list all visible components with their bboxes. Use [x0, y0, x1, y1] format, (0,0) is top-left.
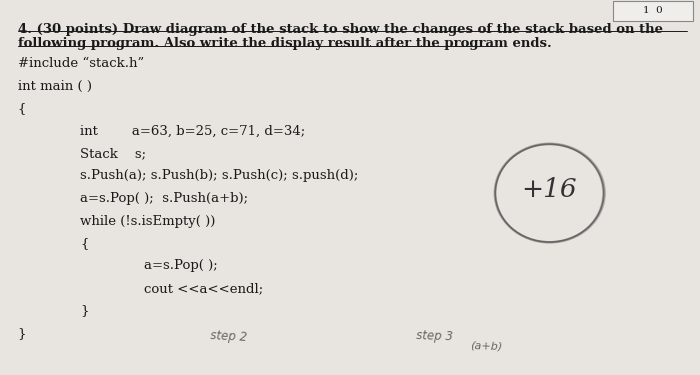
Text: {: {: [80, 237, 89, 250]
Text: +16: +16: [522, 177, 578, 202]
Text: int        a=63, b=25, c=71, d=34;: int a=63, b=25, c=71, d=34;: [80, 124, 306, 138]
Text: following program. Also write the display result after the program ends.: following program. Also write the displa…: [18, 38, 552, 51]
Text: }: }: [18, 327, 26, 340]
Text: while (!s.isEmpty( )): while (!s.isEmpty( )): [80, 214, 216, 228]
Text: 1  0: 1 0: [643, 6, 663, 15]
Text: s.Push(a); s.Push(b); s.Push(c); s.push(d);: s.Push(a); s.Push(b); s.Push(c); s.push(…: [80, 170, 359, 183]
Text: }: }: [80, 304, 89, 318]
Text: a=s.Pop( );  s.Push(a+b);: a=s.Pop( ); s.Push(a+b);: [80, 192, 248, 205]
Text: cout <<a<<endl;: cout <<a<<endl;: [144, 282, 262, 295]
Text: (a+b): (a+b): [470, 340, 503, 351]
Text: int main ( ): int main ( ): [18, 80, 92, 93]
Text: step 2: step 2: [210, 329, 247, 344]
Text: Stack    s;: Stack s;: [80, 147, 146, 160]
Text: {: {: [18, 102, 26, 115]
Text: a=s.Pop( );: a=s.Pop( );: [144, 260, 217, 273]
FancyBboxPatch shape: [612, 1, 693, 21]
Text: #include “stack.h”: #include “stack.h”: [18, 57, 144, 70]
Text: 4. (30 points) Draw diagram of the stack to show the changes of the stack based : 4. (30 points) Draw diagram of the stack…: [18, 22, 662, 36]
Text: step 3: step 3: [416, 329, 454, 343]
